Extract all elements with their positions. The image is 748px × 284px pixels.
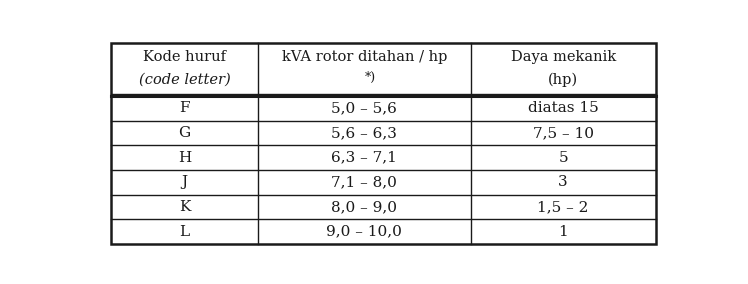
Text: K: K — [179, 200, 190, 214]
Text: 6,3 – 7,1: 6,3 – 7,1 — [331, 151, 397, 165]
Text: 3: 3 — [558, 176, 568, 189]
Text: 7,1 – 8,0: 7,1 – 8,0 — [331, 176, 397, 189]
Text: J: J — [182, 176, 188, 189]
Text: 5,6 – 6,3: 5,6 – 6,3 — [331, 126, 397, 140]
Text: kVA rotor ditahan / hp: kVA rotor ditahan / hp — [281, 51, 447, 64]
Text: 5,0 – 5,6: 5,0 – 5,6 — [331, 101, 397, 116]
Text: F: F — [180, 101, 190, 116]
Text: G: G — [178, 126, 191, 140]
Text: Kode huruf: Kode huruf — [143, 51, 226, 64]
Text: 1,5 – 2: 1,5 – 2 — [538, 200, 589, 214]
Text: 5: 5 — [558, 151, 568, 165]
Text: 8,0 – 9,0: 8,0 – 9,0 — [331, 200, 397, 214]
Text: 9,0 – 10,0: 9,0 – 10,0 — [326, 225, 402, 239]
Text: *): *) — [364, 71, 375, 84]
Text: Daya mekanik: Daya mekanik — [511, 51, 616, 64]
Text: L: L — [180, 225, 189, 239]
Text: (code letter): (code letter) — [138, 72, 230, 86]
Text: (hp): (hp) — [548, 72, 578, 87]
Text: 7,5 – 10: 7,5 – 10 — [533, 126, 594, 140]
Text: diatas 15: diatas 15 — [528, 101, 598, 116]
Text: H: H — [178, 151, 191, 165]
Text: 1: 1 — [558, 225, 568, 239]
